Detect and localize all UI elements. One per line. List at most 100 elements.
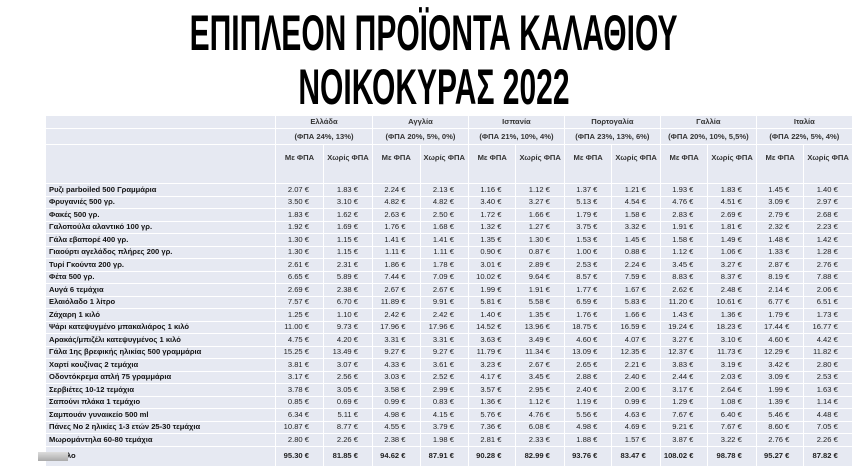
price-cell: 1.83 €: [275, 208, 324, 222]
price-cell: 1.62 €: [323, 208, 373, 222]
title-text: ΝΟΙΚΟΚΥΡΑΣ 2022: [298, 59, 570, 115]
price-cell: 1.79 €: [563, 208, 613, 222]
price-cell: 2.97 €: [803, 195, 853, 209]
without-vat-header: Χωρίς ΦΠΑ: [803, 144, 853, 184]
price-cell: 1.00 €: [563, 245, 613, 259]
price-cell: 1.42 €: [803, 233, 853, 247]
price-cell: 3.61 €: [419, 358, 469, 372]
price-cell: 1.91 €: [515, 283, 565, 297]
price-cell: 0.69 €: [323, 395, 373, 409]
price-cell: 5.11 €: [323, 408, 373, 422]
price-cell: 2.56 €: [323, 370, 373, 384]
price-cell: 2.38 €: [323, 283, 373, 297]
total-price-cell: 108.02 €: [659, 445, 709, 467]
price-cell: 3.27 €: [707, 258, 757, 272]
page-title-line1: ΕΠΙΠΛΕΟΝ ΠΡΟΪΟΝΤΑ ΚΑΛΑΘΙΟΥ: [0, 8, 868, 58]
price-cell: 2.76 €: [803, 258, 853, 272]
price-cell: 1.29 €: [659, 395, 709, 409]
price-cell: 6.08 €: [515, 420, 565, 434]
price-cell: 1.76 €: [372, 220, 421, 234]
total-price-cell: 83.47 €: [611, 445, 661, 467]
header-blank: [45, 128, 276, 145]
table-row: Φέτα 500 γρ. 6.65 €5.89 €7.44 €7.09 €10.0…: [45, 270, 853, 284]
price-cell: 1.27 €: [515, 220, 565, 234]
price-cell: 4.07 €: [611, 333, 661, 347]
table-row: Σαμπουάν γυναικείο 500 ml 6.34 €5.11 €4.9…: [45, 408, 853, 422]
price-cell: 3.31 €: [419, 333, 469, 347]
price-cell: 2.89 €: [515, 258, 565, 272]
price-cell: 1.40 €: [803, 183, 853, 197]
price-cell: 5.13 €: [563, 195, 613, 209]
price-cell: 2.62 €: [659, 283, 709, 297]
price-cell: 3.50 €: [275, 195, 324, 209]
price-cell: 3.58 €: [372, 383, 421, 397]
price-cell: 4.33 €: [372, 358, 421, 372]
price-cell: 7.09 €: [419, 270, 469, 284]
price-cell: 9.21 €: [659, 420, 709, 434]
table-row: Γαλοπούλα αλαντικό 100 γρ. 1.92 €1.69 €1.…: [45, 220, 853, 234]
page-title-line2: ΝΟΙΚΟΚΥΡΑΣ 2022: [0, 62, 868, 112]
price-cell: 3.32 €: [611, 220, 661, 234]
price-cell: 1.58 €: [611, 208, 661, 222]
table-row: Γάλα 1ης βρεφικής ηλικίας 500 γραμμάρια 1…: [45, 345, 853, 359]
price-cell: 7.57 €: [275, 295, 324, 309]
price-cell: 3.19 €: [707, 358, 757, 372]
header-sub-row: Με ΦΠΑ Χωρίς ΦΠΑ Με ΦΠΑ Χωρίς ΦΠΑ Με ΦΠΑ Χωρί…: [45, 144, 853, 184]
price-cell: 2.80 €: [275, 433, 324, 447]
price-cell: 1.41 €: [372, 233, 421, 247]
price-cell: 6.65 €: [275, 270, 324, 284]
price-cell: 10.61 €: [707, 295, 757, 309]
price-cell: 8.83 €: [659, 270, 709, 284]
price-cell: 2.61 €: [275, 258, 324, 272]
price-cell: 1.37 €: [563, 183, 613, 197]
price-cell: 3.87 €: [659, 433, 709, 447]
price-cell: 16.77 €: [803, 320, 853, 334]
with-vat-header: Με ΦΠΑ: [563, 144, 613, 184]
price-cell: 0.83 €: [419, 395, 469, 409]
price-cell: 1.99 €: [467, 283, 517, 297]
price-cell: 7.44 €: [372, 270, 421, 284]
price-cell: 2.99 €: [419, 383, 469, 397]
total-price-cell: 93.76 €: [563, 445, 613, 467]
price-cell: 17.96 €: [419, 320, 469, 334]
price-cell: 2.64 €: [707, 383, 757, 397]
price-cell: 7.59 €: [611, 270, 661, 284]
price-cell: 8.19 €: [755, 270, 805, 284]
price-cell: 1.92 €: [275, 220, 324, 234]
price-cell: 3.27 €: [659, 333, 709, 347]
price-cell: 11.79 €: [467, 345, 517, 359]
price-cell: 2.50 €: [419, 208, 469, 222]
price-cell: 5.83 €: [611, 295, 661, 309]
price-cell: 2.80 €: [803, 358, 853, 372]
price-cell: 4.76 €: [515, 408, 565, 422]
price-cell: 3.49 €: [515, 333, 565, 347]
total-price-cell: 98.78 €: [707, 445, 757, 467]
title-text: ΕΠΙΠΛΕΟΝ ΠΡΟΪΟΝΤΑ ΚΑΛΑΘΙΟΥ: [190, 5, 678, 61]
price-cell: 9.64 €: [515, 270, 565, 284]
price-cell: 3.27 €: [515, 195, 565, 209]
price-cell: 5.89 €: [323, 270, 373, 284]
price-cell: 1.41 €: [419, 233, 469, 247]
price-cell: 1.15 €: [323, 233, 373, 247]
with-vat-header: Με ΦΠΑ: [659, 144, 709, 184]
price-cell: 2.24 €: [611, 258, 661, 272]
price-cell: 1.19 €: [563, 395, 613, 409]
price-cell: 1.66 €: [611, 308, 661, 322]
price-cell: 9.73 €: [323, 320, 373, 334]
price-cell: 1.36 €: [467, 395, 517, 409]
table-row: Σαπούνι πλάκα 1 τεμάχιο 0.85 €0.69 €0.99 …: [45, 395, 853, 409]
price-cell: 4.82 €: [419, 195, 469, 209]
price-cell: 2.95 €: [515, 383, 565, 397]
price-cell: 4.60 €: [755, 333, 805, 347]
price-cell: 0.85 €: [275, 395, 324, 409]
product-name: Γάλα εβαπορέ 400 γρ.: [45, 233, 276, 247]
price-cell: 1.11 €: [372, 245, 421, 259]
price-cell: 8.57 €: [563, 270, 613, 284]
price-cell: 1.16 €: [467, 183, 517, 197]
product-name: Ψάρι κατεψυγμένο μπακαλιάρος 1 κιλό: [45, 320, 276, 334]
price-cell: 1.63 €: [803, 383, 853, 397]
table-row: Ζάχαρη 1 κιλό 1.25 €1.10 €2.42 €2.42 €1.4…: [45, 308, 853, 322]
table-row: Αρακάς/μπιζέλι κατεψυγμένος 1 κιλό 4.75 €…: [45, 333, 853, 347]
price-cell: 12.35 €: [611, 345, 661, 359]
price-cell: 7.05 €: [803, 420, 853, 434]
